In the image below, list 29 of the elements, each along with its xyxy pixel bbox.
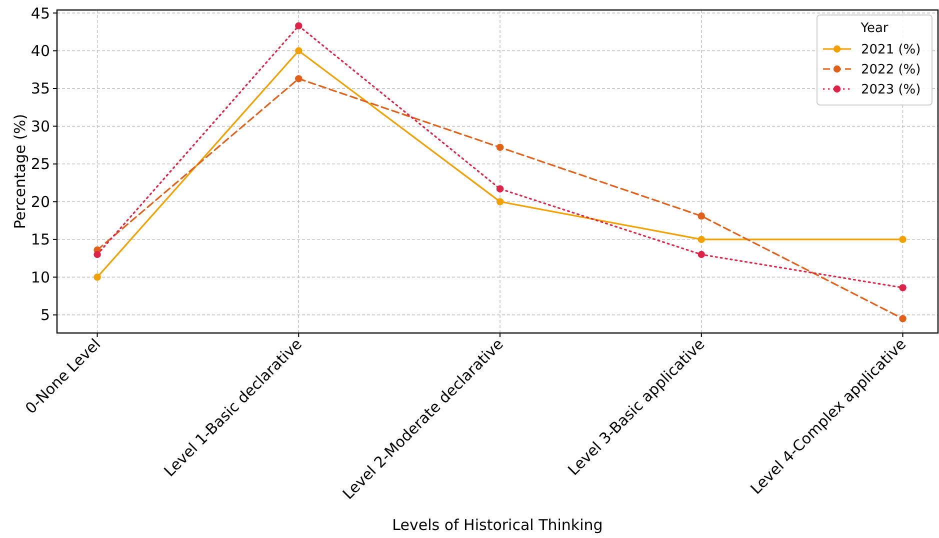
point (496, 198, 504, 206)
point (698, 236, 705, 244)
legend-label: 2023 (%) (861, 82, 921, 98)
y-tick-label: 30 (30, 117, 50, 136)
point (295, 47, 302, 54)
point (94, 250, 101, 258)
point (698, 250, 705, 258)
point (94, 274, 101, 281)
y-tick-label: 45 (30, 4, 50, 22)
point (899, 284, 906, 292)
legend-label: 2021 (%) (861, 42, 921, 58)
y-tick-label: 15 (30, 230, 50, 249)
legend-label: 2022 (%) (861, 62, 921, 78)
point (496, 144, 504, 151)
point (496, 185, 504, 192)
y-tick-label: 25 (30, 155, 50, 174)
y-axis-title: Percentage (%) (11, 114, 29, 230)
point (295, 22, 302, 30)
point (899, 236, 906, 244)
y-tick-label: 10 (30, 268, 50, 286)
x-axis-title: Levels of Historical Thinking (392, 516, 603, 534)
legend-title: Year (860, 21, 889, 36)
point (899, 315, 906, 322)
y-tick-label: 35 (30, 80, 50, 98)
y-tick-label: 40 (30, 42, 50, 60)
y-tick-label: 5 (40, 306, 50, 324)
point (698, 212, 705, 220)
point (295, 75, 302, 82)
y-tick-label: 20 (30, 192, 50, 211)
